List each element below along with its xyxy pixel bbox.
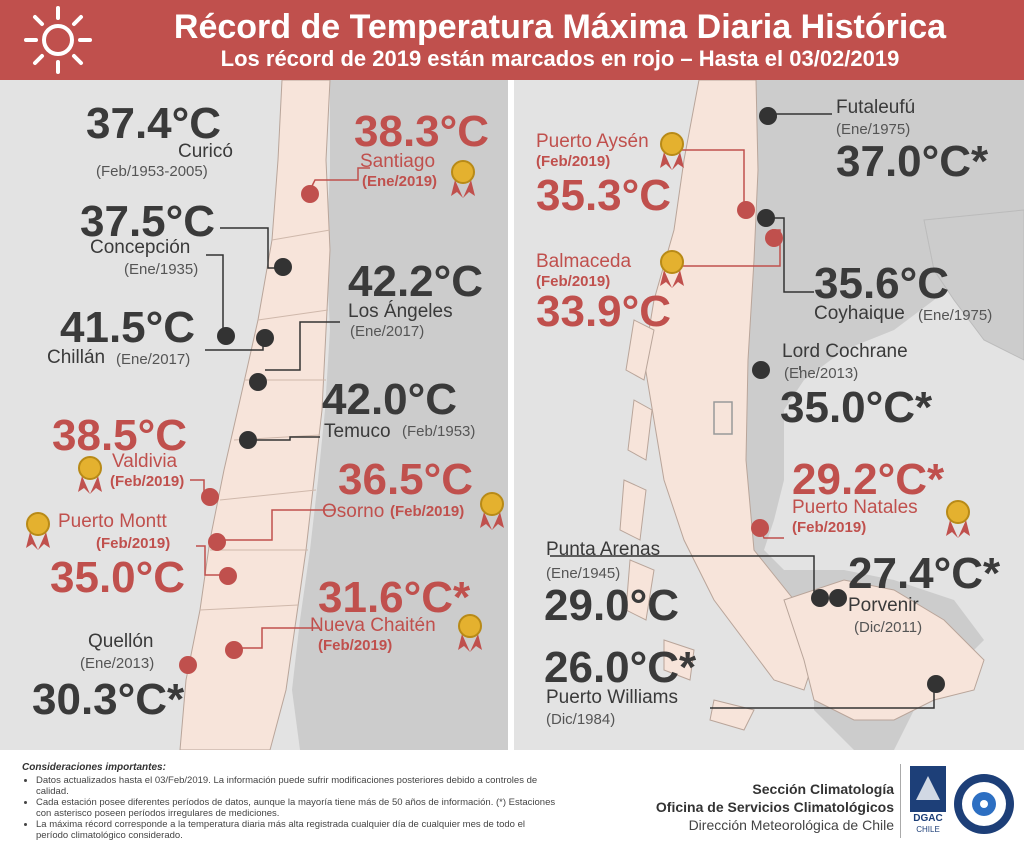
footer-divider (900, 764, 901, 838)
natales-temp: 29.2°C* (792, 455, 945, 504)
chaiten-name: Nueva Chaitén (310, 615, 436, 636)
note-item: La máxima récord corresponde a la temper… (36, 819, 556, 842)
header-banner: Récord de Temperatura Máxima Diaria Hist… (0, 0, 1024, 80)
chaiten-temp: 31.6°C* (318, 573, 471, 622)
santiago-date: (Ene/2019) (362, 173, 438, 190)
cochrane-name: Lord Cochrane (782, 341, 908, 362)
organization-block: Sección Climatología Oficina de Servicio… (656, 780, 894, 835)
dgac-logo-sub: CHILE (916, 825, 940, 834)
losangeles-temp: 42.2°C (348, 257, 484, 306)
page-subtitle: Los récord de 2019 están marcados en roj… (220, 46, 900, 71)
osorno-temp: 36.5°C (338, 455, 474, 504)
williams-temp: 26.0°C* (544, 643, 697, 692)
station-dots (737, 107, 945, 693)
porvenir-date: (Dic/2011) (854, 619, 923, 636)
valdivia-date: (Feb/2019) (110, 473, 185, 490)
temuco-name: Temuco (324, 421, 391, 442)
chillan-date: (Ene/2017) (116, 351, 191, 368)
aysen-date: (Feb/2019) (536, 153, 611, 170)
medal-icons (660, 132, 970, 538)
arenas-temp: 29.0°C (544, 581, 680, 630)
note-item: Cada estación posee diferentes períodos … (36, 797, 556, 820)
sun-icon (24, 6, 92, 74)
coyhaique-temp: 35.6°C (814, 259, 950, 308)
balmaceda-date: (Feb/2019) (536, 273, 611, 290)
dgac-logo-text: DGAC (913, 813, 943, 824)
chaiten-date: (Feb/2019) (318, 637, 393, 654)
quellon-date: (Ene/2013) (80, 655, 155, 672)
concepcion-date: (Ene/1935) (124, 261, 199, 278)
santiago-temp: 38.3°C (354, 107, 490, 156)
quellon-name: Quellón (88, 631, 154, 652)
medal-icons (26, 160, 504, 652)
porvenir-temp: 27.4°C* (848, 549, 1001, 598)
futaleufu-temp: 37.0°C* (836, 137, 989, 186)
concepcion-temp: 37.5°C (80, 197, 216, 246)
dgac-logo-icon (910, 766, 946, 812)
map-north-central: 37.4°C Curicó (Feb/1953-2005) 37.5°C Con… (0, 80, 508, 750)
puertomontt-temp: 35.0°C (50, 553, 186, 602)
puertomontt-name: Puerto Montt (58, 511, 167, 532)
footer: Consideraciones importantes: Datos actua… (0, 750, 1024, 848)
map-right-shapes (550, 80, 1024, 750)
note-item: Datos actualizados hasta el 03/Feb/2019.… (36, 775, 556, 798)
valdivia-name: Valdivia (112, 451, 178, 472)
org-directorate: Dirección Meteorológica de Chile (688, 817, 894, 834)
concepcion-name: Concepción (90, 237, 191, 258)
dmc-logo-icon (954, 774, 1014, 834)
puertomontt-date: (Feb/2019) (96, 535, 171, 552)
org-section: Sección Climatología (752, 781, 894, 797)
santiago-name: Santiago (360, 151, 436, 172)
org-office: Oficina de Servicios Climatológicos (655, 799, 894, 816)
curico-temp: 37.4°C (86, 99, 222, 148)
losangeles-date: (Ene/2017) (350, 323, 425, 340)
quellon-temp: 30.3°C* (32, 675, 185, 724)
page-title: Récord de Temperatura Máxima Diaria Hist… (173, 8, 947, 46)
losangeles-name: Los Ángeles (348, 301, 453, 322)
cochrane-temp: 35.0°C* (780, 383, 933, 432)
coyhaique-date: (Ene/1975) (918, 307, 993, 324)
aysen-name: Puerto Aysén (536, 131, 649, 152)
futaleufu-date: (Ene/1975) (836, 121, 911, 138)
coyhaique-name: Coyhaique (814, 303, 905, 324)
map-south: Puerto Aysén (Feb/2019) 35.3°C Futaleufú… (514, 80, 1024, 750)
arenas-date: (Ene/1945) (546, 565, 621, 582)
aysen-temp: 35.3°C (536, 171, 672, 220)
station-dots (179, 185, 319, 674)
cochrane-date: (Ene/2013) (784, 365, 859, 382)
natales-date: (Feb/2019) (792, 519, 867, 536)
futaleufu-name: Futaleufú (836, 97, 916, 118)
curico-date: (Feb/1953-2005) (96, 163, 208, 180)
balmaceda-name: Balmaceda (536, 251, 632, 272)
natales-name: Puerto Natales (792, 497, 918, 518)
chillan-name: Chillán (47, 347, 106, 368)
considerations-title: Consideraciones importantes: (22, 762, 166, 773)
porvenir-name: Porvenir (848, 595, 919, 616)
williams-date: (Dic/1984) (546, 711, 616, 728)
curico-name: Curicó (178, 141, 233, 162)
temuco-temp: 42.0°C (322, 375, 458, 424)
osorno-name: Osorno (322, 501, 385, 522)
map-left-shapes (26, 80, 508, 750)
temuco-date: (Feb/1953) (402, 423, 476, 440)
williams-name: Puerto Williams (546, 687, 678, 708)
arenas-name: Punta Arenas (546, 539, 661, 560)
balmaceda-temp: 33.9°C (536, 287, 672, 336)
chillan-temp: 41.5°C (60, 303, 196, 352)
valdivia-temp: 38.5°C (52, 411, 188, 460)
osorno-date: (Feb/2019) (390, 503, 465, 520)
